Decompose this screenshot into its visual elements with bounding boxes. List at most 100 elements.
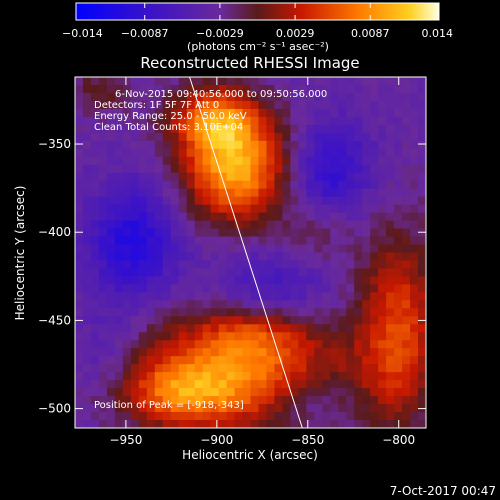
heatmap-cell (82, 284, 92, 293)
heatmap-cell (90, 140, 100, 150)
heatmap-cell (386, 396, 395, 405)
heatmap-cell (162, 364, 172, 373)
heatmap-cell (370, 316, 379, 325)
heatmap-cell (274, 348, 283, 357)
heatmap-cell (194, 172, 204, 182)
heatmap-cell (322, 404, 331, 413)
heatmap-cell (242, 332, 251, 341)
heatmap-cell (242, 404, 251, 413)
annotation-detectors: Detectors: 1F 5F 7F Att 0 (94, 100, 219, 111)
heatmap-cell (410, 140, 419, 150)
heatmap-cell (362, 356, 371, 365)
heatmap-cell (218, 140, 227, 150)
heatmap-cell (106, 276, 116, 285)
heatmap-cell (282, 284, 291, 293)
heatmap-cell (210, 340, 219, 349)
heatmap-cell (410, 132, 419, 142)
heatmap-cell (258, 316, 267, 325)
heatmap-cell (114, 132, 124, 142)
heatmap-cell (394, 332, 403, 341)
annotation-time-range: 6-Nov-2015 09:40:56.000 to 09:50:56.000 (115, 89, 327, 100)
heatmap-cell (75, 268, 84, 277)
heatmap-cell (130, 116, 140, 126)
heatmap-cell (402, 404, 411, 413)
heatmap-cell (218, 348, 227, 357)
heatmap-cell (298, 420, 307, 428)
heatmap-cell (138, 308, 148, 317)
heatmap-cell (322, 364, 331, 373)
heatmap-cell (178, 332, 188, 341)
heatmap-cell (82, 204, 92, 214)
heatmap-cell (138, 372, 148, 381)
heatmap-cell (354, 276, 363, 285)
heatmap-cell (218, 364, 227, 373)
heatmap-cell (186, 164, 196, 174)
heatmap-cell (338, 364, 347, 373)
heatmap-cell (162, 380, 172, 389)
heatmap-cell (130, 396, 140, 405)
heatmap-cell (178, 204, 188, 214)
heatmap-cell (242, 172, 251, 182)
heatmap-cell (162, 172, 172, 182)
heatmap-cell (330, 348, 339, 357)
heatmap-cell (362, 364, 371, 373)
heatmap-cell (122, 124, 132, 134)
heatmap-cell (75, 260, 84, 269)
heatmap-cell (362, 228, 371, 237)
heatmap-cell (82, 276, 92, 285)
heatmap-cell (90, 276, 100, 285)
heatmap-cell (362, 148, 371, 158)
heatmap-cell (282, 180, 291, 190)
heatmap-cell (322, 276, 331, 285)
heatmap-cell (274, 116, 283, 126)
heatmap-cell (338, 100, 347, 110)
heatmap-cell (154, 244, 164, 253)
heatmap-cell (98, 180, 108, 190)
heatmap-cell (410, 276, 419, 285)
heatmap-cell (386, 340, 395, 349)
heatmap-cell (274, 140, 283, 150)
heatmap-cell (122, 188, 132, 198)
heatmap-cell (138, 236, 148, 245)
heatmap-cell (338, 324, 347, 333)
heatmap-cell (410, 228, 419, 237)
heatmap-cell (122, 84, 132, 94)
heatmap-cell (322, 308, 331, 317)
heatmap-cell (274, 156, 283, 166)
heatmap-cell (378, 204, 387, 214)
heatmap-cell (274, 372, 283, 381)
heatmap-cell (122, 404, 132, 413)
heatmap-cell (178, 388, 188, 397)
heatmap-cell (306, 340, 315, 349)
heatmap-cell (82, 84, 92, 94)
heatmap-cell (418, 372, 426, 381)
heatmap-cell (330, 364, 339, 373)
heatmap-cell (338, 84, 347, 94)
heatmap-cell (306, 252, 315, 261)
heatmap-cell (362, 84, 371, 94)
heatmap-cell (330, 268, 339, 277)
heatmap-cell (210, 252, 219, 261)
heatmap-cell (130, 108, 140, 118)
heatmap-cell (82, 324, 92, 333)
heatmap-cell (154, 196, 164, 206)
heatmap-cell (394, 212, 403, 221)
heatmap-cell (354, 92, 363, 102)
heatmap-cell (162, 292, 172, 301)
heatmap-cell (266, 388, 275, 397)
heatmap-cell (314, 332, 323, 341)
heatmap-cell (250, 188, 259, 198)
heatmap-cell (330, 148, 339, 158)
heatmap-cell (90, 340, 100, 349)
heatmap-cell (354, 340, 363, 349)
heatmap-cell (322, 324, 331, 333)
heatmap-cell (162, 188, 172, 198)
heatmap-cell (418, 204, 426, 214)
heatmap-cell (186, 324, 196, 333)
heatmap-cell (314, 340, 323, 349)
heatmap-cell (370, 404, 379, 413)
heatmap-cell (314, 364, 323, 373)
heatmap-cell (386, 172, 395, 182)
heatmap-cell (90, 116, 100, 126)
heatmap-cell (146, 220, 156, 229)
